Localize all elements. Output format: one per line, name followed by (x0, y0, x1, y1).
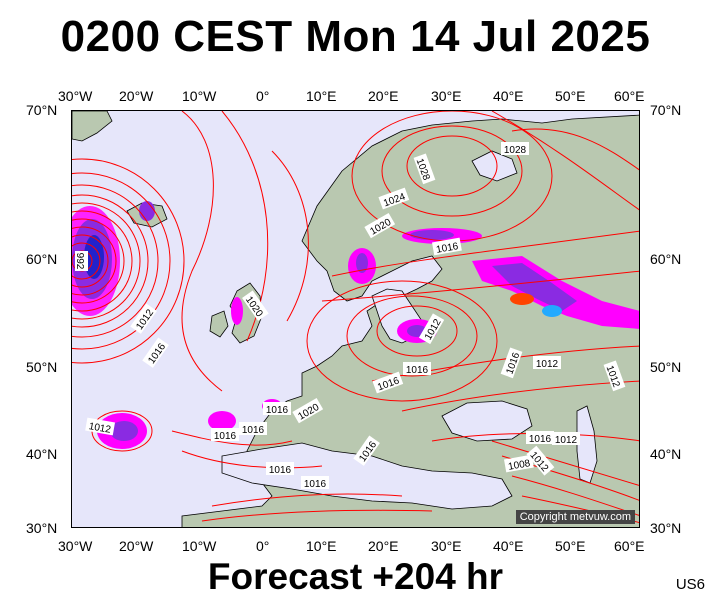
isobar-label: 1016 (269, 465, 292, 476)
lon-tick-label: 0° (256, 88, 270, 104)
lon-tick-label: 20°E (368, 88, 399, 104)
white-sea (471, 150, 518, 182)
lat-tick-label: 40°N (650, 446, 682, 462)
greenland (72, 111, 113, 142)
copyright-notice: Copyright metvuw.com (515, 510, 635, 524)
lat-tick-label: 50°N (26, 359, 58, 375)
lon-tick-label: 30°E (431, 88, 462, 104)
lon-tick-label: 20°E (368, 538, 399, 554)
model-code: US6 (675, 576, 705, 593)
lon-tick-label: 10°W (182, 538, 217, 554)
isobar-label: 1016 (406, 365, 429, 376)
forecast-hour: Forecast +204 hr (207, 556, 504, 597)
lat-tick-label: 70°N (650, 102, 682, 118)
isobar-label: 1016 (242, 425, 265, 436)
lon-tick-label: 30°E (431, 538, 462, 554)
lon-tick-label: 40°E (493, 538, 524, 554)
lon-tick-label: 30°W (58, 88, 93, 104)
lon-tick-label: 10°W (182, 88, 217, 104)
lon-tick-label: 20°W (119, 538, 154, 554)
lon-tick-label: 20°W (119, 88, 154, 104)
ireland (209, 310, 229, 338)
lon-tick-label: 10°E (306, 88, 337, 104)
lat-tick-label: 40°N (26, 446, 58, 462)
lat-tick-label: 60°N (26, 251, 58, 267)
isobar-label: 1016 (435, 241, 459, 256)
isobar-label: 1016 (304, 479, 327, 490)
isobar-label: 992 (74, 253, 85, 270)
isobar-label: 1008 (507, 458, 531, 473)
map-svg: 1028 1028 1024 1020 1016 992 1012 1016 1… (72, 111, 639, 527)
lat-tick-label: 60°N (650, 251, 682, 267)
isobar-label: 1016 (214, 431, 237, 442)
lon-tick-label: 60°E (614, 538, 645, 554)
lon-tick-label: 10°E (306, 538, 337, 554)
mediterranean-sea (221, 442, 513, 510)
lon-tick-label: 0° (256, 538, 270, 554)
isobar-label: 1012 (555, 435, 578, 446)
isobar-labels: 1028 1028 1024 1020 1016 992 1012 1016 1… (74, 142, 626, 490)
lon-tick-label: 50°E (555, 88, 586, 104)
isobar-label: 1016 (529, 434, 552, 445)
isobar-label: 1012 (536, 359, 559, 370)
lon-tick-label: 30°W (58, 538, 93, 554)
lon-tick-label: 50°E (555, 538, 586, 554)
lat-tick-label: 30°N (650, 520, 682, 536)
lat-tick-label: 30°N (26, 520, 58, 536)
forecast-map: 1028 1028 1024 1020 1016 992 1012 1016 1… (71, 110, 640, 528)
lat-tick-label: 70°N (26, 102, 58, 118)
lon-tick-label: 60°E (614, 88, 645, 104)
map-title: 0200 CEST Mon 14 Jul 2025 (60, 12, 651, 61)
black-sea (441, 400, 533, 442)
isobar-label: 1012 (88, 421, 112, 436)
lon-tick-label: 40°E (493, 88, 524, 104)
isobar-label: 1016 (266, 405, 289, 416)
lat-tick-label: 50°N (650, 359, 682, 375)
isobar-label: 1028 (504, 145, 527, 156)
